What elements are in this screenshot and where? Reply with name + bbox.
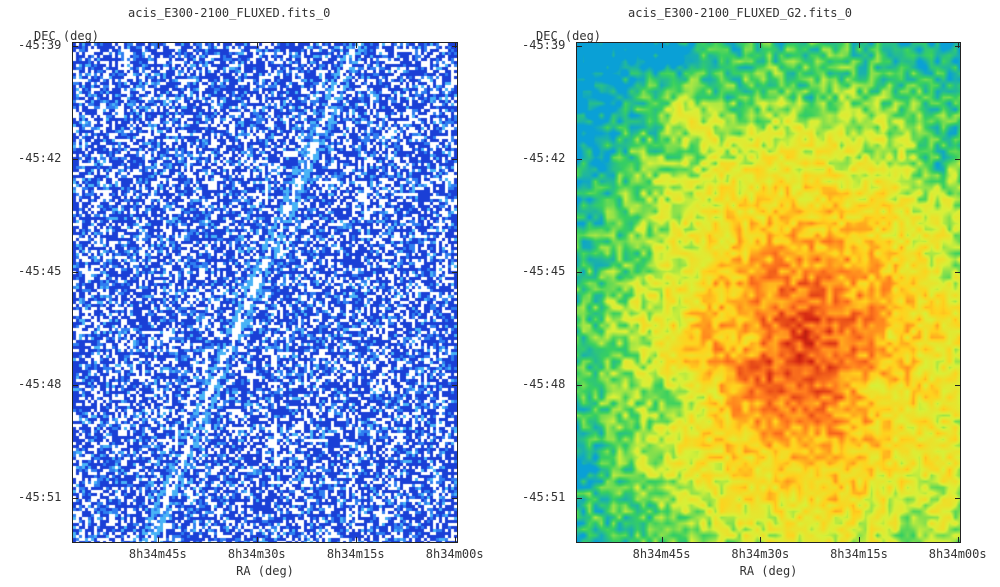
y-tick-mark [955, 271, 961, 273]
y-tick-label: -45:45 [522, 263, 566, 278]
heatmap-canvas [577, 43, 960, 542]
y-tick-mark [452, 497, 458, 499]
y-tick-mark [576, 45, 582, 47]
chart-title: acis_E300-2100_FLUXED_G2.fits_0 [628, 6, 852, 20]
y-tick-label: -45:45 [18, 263, 62, 278]
x-tick-mark [157, 537, 159, 543]
x-tick-mark [858, 537, 860, 543]
right-panel: acis_E300-2100_FLUXED_G2.fits_0 DEC (deg… [500, 0, 1000, 587]
y-axis-label: DEC (deg) [536, 29, 602, 43]
y-tick-label: -45:51 [18, 489, 62, 504]
y-tick-label: -45:48 [522, 376, 566, 391]
x-tick-mark [661, 42, 663, 48]
x-axis-label: RA (deg) [739, 564, 798, 578]
heatmap-canvas [73, 43, 457, 542]
y-tick-mark [72, 384, 78, 386]
x-tick-mark [454, 42, 456, 48]
y-tick-mark [955, 497, 961, 499]
y-tick-mark [576, 384, 582, 386]
y-tick-mark [576, 497, 582, 499]
x-tick-mark [661, 537, 663, 543]
heatmap-image[interactable] [576, 42, 961, 543]
x-tick-mark [157, 42, 159, 48]
x-tick-mark [256, 42, 258, 48]
x-tick-label: 8h34m30s [731, 547, 790, 561]
y-tick-mark [452, 384, 458, 386]
y-tick-mark [452, 158, 458, 160]
x-tick-label: 8h34m15s [830, 547, 888, 561]
y-tick-mark [576, 271, 582, 273]
y-tick-mark [955, 158, 961, 160]
y-tick-label: -45:39 [522, 37, 566, 52]
y-tick-mark [576, 158, 582, 160]
x-tick-mark [355, 537, 357, 543]
y-tick-label: -45:51 [522, 489, 566, 504]
y-tick-mark [72, 45, 78, 47]
left-panel: acis_E300-2100_FLUXED.fits_0 DEC (deg) -… [18, 6, 484, 578]
y-tick-mark [72, 158, 78, 160]
x-tick-mark [957, 537, 959, 543]
x-tick-label: 8h34m45s [128, 547, 187, 561]
y-tick-label: -45:42 [18, 150, 62, 165]
y-tick-mark [72, 497, 78, 499]
x-tick-label: 8h34m45s [632, 547, 691, 561]
y-tick-mark [72, 271, 78, 273]
y-tick-label: -45:39 [18, 37, 62, 52]
x-tick-label: 8h34m15s [326, 547, 385, 561]
y-axis-label: DEC (deg) [34, 29, 100, 43]
y-tick-label: -45:42 [522, 150, 566, 165]
x-tick-mark [355, 42, 357, 48]
x-tick-mark [760, 537, 762, 543]
y-tick-mark [955, 384, 961, 386]
x-tick-label: 8h34m30s [227, 547, 286, 561]
x-tick-mark [760, 42, 762, 48]
x-tick-mark [256, 537, 258, 543]
x-axis-label: RA (deg) [236, 564, 294, 578]
x-tick-label: 8h34m00s [928, 547, 987, 561]
y-tick-label: -45:48 [18, 376, 62, 391]
x-tick-mark [454, 537, 456, 543]
heatmap-image[interactable] [72, 42, 458, 543]
x-tick-mark [957, 42, 959, 48]
chart-title: acis_E300-2100_FLUXED.fits_0 [128, 6, 331, 20]
x-tick-label: 8h34m00s [425, 547, 484, 561]
y-tick-mark [452, 271, 458, 273]
x-tick-mark [858, 42, 860, 48]
